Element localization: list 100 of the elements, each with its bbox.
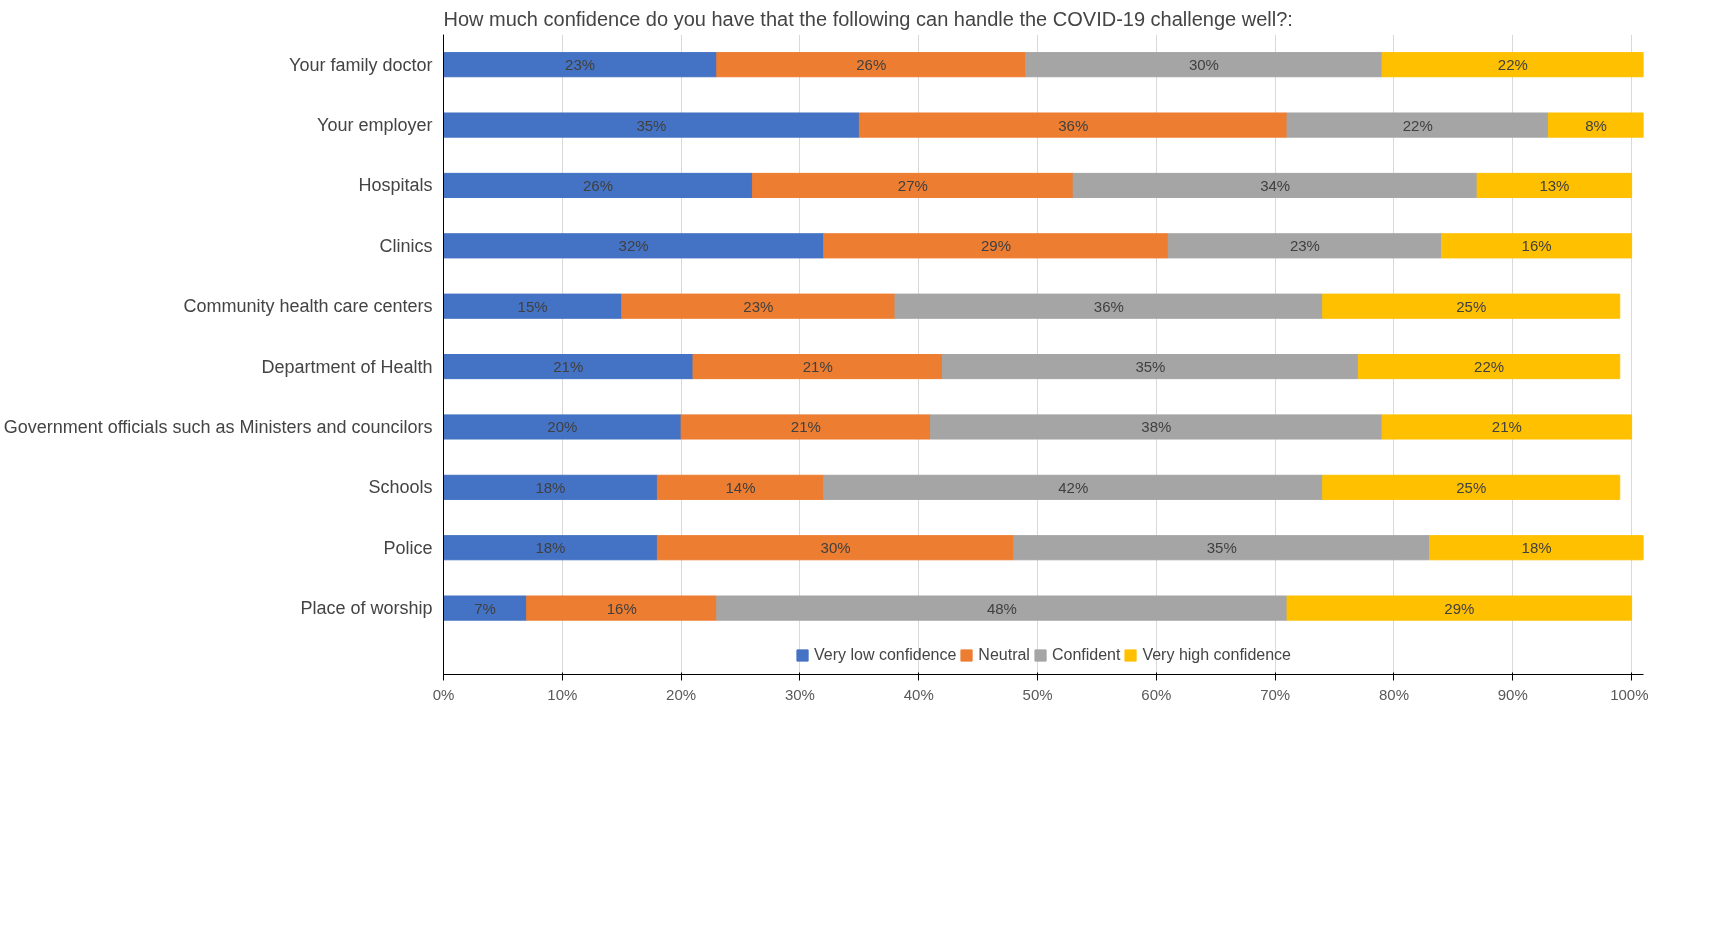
bar <box>1072 172 1478 199</box>
bar <box>858 112 1288 138</box>
text: 16% <box>606 599 637 617</box>
text: 35% <box>1206 539 1237 557</box>
bar <box>443 474 658 500</box>
text: 21% <box>790 418 821 436</box>
bar <box>716 52 1027 78</box>
x-tick-label: 80% <box>1378 685 1410 703</box>
bar <box>621 293 896 319</box>
bar <box>443 293 623 319</box>
text: 22% <box>1497 56 1528 74</box>
bar <box>930 414 1383 440</box>
x-tick-label: 0% <box>432 685 455 703</box>
bar <box>1286 112 1549 138</box>
text: 48% <box>986 599 1017 617</box>
y-tick-label: Clinics <box>379 235 433 256</box>
text: 23% <box>1289 237 1320 255</box>
y-tick-label: Hospitals <box>358 175 433 196</box>
text: 21% <box>802 358 833 376</box>
text: 21% <box>553 358 584 376</box>
x-tick-label: 60% <box>1141 685 1172 703</box>
bar <box>1013 535 1431 561</box>
y-tick-label: Your family doctor <box>289 54 433 75</box>
bar <box>1322 293 1621 319</box>
bar <box>823 474 1324 500</box>
text: 22% <box>1474 358 1505 376</box>
bar <box>656 535 1015 561</box>
y-tick-label: Government officials such as Ministers and councilors <box>3 416 433 437</box>
text: 36% <box>1093 297 1124 315</box>
y-tick-label: Your employer <box>317 115 433 136</box>
text: 15% <box>517 297 548 315</box>
bar <box>1547 112 1644 138</box>
legend-label: Neutral <box>978 646 1030 664</box>
text: 26% <box>856 56 887 74</box>
bar <box>443 354 694 380</box>
chart-title: How much confidence do you have that the following can handle the COVID-19 challenge well?: <box>443 7 1293 30</box>
bar <box>942 354 1359 380</box>
text: 8% <box>1585 116 1607 134</box>
bar <box>443 535 658 561</box>
bar <box>443 233 825 259</box>
x-tick-label: 30% <box>784 685 815 703</box>
text: 29% <box>1444 599 1475 617</box>
text: 23% <box>743 297 774 315</box>
x-tick-label: 40% <box>903 685 934 703</box>
bar <box>526 595 718 621</box>
text: 38% <box>1141 418 1172 436</box>
text: 23% <box>565 56 596 74</box>
x-tick-label: 70% <box>1260 685 1291 703</box>
bar <box>1357 354 1621 380</box>
bar <box>443 595 528 621</box>
bar <box>443 52 718 78</box>
bar <box>680 414 932 440</box>
text: 25% <box>1456 297 1487 315</box>
x-tick-label: 20% <box>666 685 697 703</box>
text: 13% <box>1539 176 1570 194</box>
bar <box>1429 535 1644 561</box>
y-tick-label: Department of Health <box>261 356 433 377</box>
text: 30% <box>820 539 851 557</box>
text: 21% <box>1491 418 1522 436</box>
text: 29% <box>980 237 1011 255</box>
text: 32% <box>618 237 649 255</box>
text: 18% <box>1521 539 1552 557</box>
bar <box>751 172 1074 199</box>
x-tick-label: 50% <box>1022 685 1053 703</box>
bar <box>443 414 682 440</box>
bar <box>1381 52 1644 78</box>
bar <box>443 112 860 138</box>
legend-label: Confident <box>1051 646 1121 664</box>
x-tick-label: 10% <box>547 685 578 703</box>
text: 30% <box>1188 56 1219 74</box>
legend-label: Very high confidence <box>1142 646 1291 664</box>
text: 18% <box>535 539 566 557</box>
bar <box>1441 233 1633 259</box>
x-tick-label: 100% <box>1610 685 1649 703</box>
bar <box>1286 595 1633 621</box>
bar <box>1025 52 1383 78</box>
bar <box>656 474 825 500</box>
bar <box>443 172 753 199</box>
text: 20% <box>547 418 578 436</box>
bar <box>1381 414 1633 440</box>
text: 27% <box>897 176 928 194</box>
x-tick-label: 90% <box>1497 685 1528 703</box>
y-tick-label: Community health care centers <box>183 296 433 317</box>
bar <box>823 233 1169 259</box>
text: 22% <box>1402 116 1433 134</box>
text: 7% <box>474 599 496 617</box>
text: 18% <box>535 478 566 496</box>
y-tick-label: Schools <box>368 477 433 498</box>
text: 35% <box>1135 358 1166 376</box>
bar <box>716 595 1288 621</box>
bar <box>1476 172 1633 199</box>
text: 42% <box>1058 478 1089 496</box>
bar <box>692 354 944 380</box>
text: 14% <box>725 478 756 496</box>
text: 34% <box>1260 176 1291 194</box>
text: 16% <box>1521 237 1552 255</box>
y-tick-label: Police <box>383 537 433 558</box>
y-tick-label: Place of worship <box>300 598 433 619</box>
text: 36% <box>1058 116 1089 134</box>
bar <box>1322 474 1621 500</box>
